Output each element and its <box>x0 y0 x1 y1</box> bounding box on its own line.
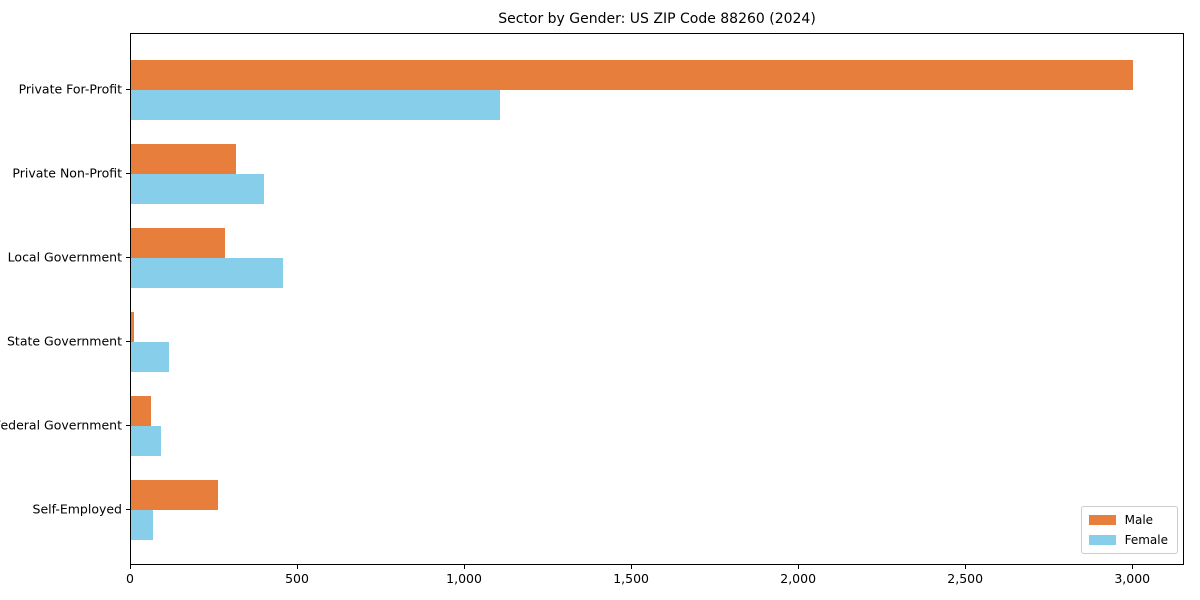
bar-male-self-employed <box>131 480 218 510</box>
x-tick-mark <box>798 565 800 569</box>
legend-label-female: Female <box>1124 533 1168 547</box>
bar-female-private-for-profit <box>131 90 501 120</box>
x-tick-mark <box>297 565 299 569</box>
y-tick-mark <box>126 341 130 342</box>
x-tick-mark <box>631 565 633 569</box>
y-tick-mark <box>126 257 130 258</box>
legend-item-female: Female <box>1088 533 1168 547</box>
y-tick-mark <box>126 509 130 510</box>
bar-female-local-government <box>131 258 283 288</box>
x-tick-label-3000: 3,000 <box>1114 571 1151 586</box>
y-tick-label-private-for-profit: Private For-Profit <box>18 81 122 97</box>
y-tick-label-private-non-profit: Private Non-Profit <box>12 165 122 181</box>
bar-female-state-government <box>131 342 170 372</box>
y-tick-mark <box>126 173 130 174</box>
y-tick-label-state-government: State Government <box>6 333 122 349</box>
x-tick-label-2000: 2,000 <box>780 571 817 586</box>
bar-male-private-for-profit <box>131 60 1133 90</box>
legend-swatch-female <box>1088 535 1116 545</box>
y-tick-mark <box>126 425 130 426</box>
y-tick-label-self-employed: Self-Employed <box>32 501 122 517</box>
bar-male-local-government <box>131 228 226 258</box>
y-tick-mark <box>126 89 130 90</box>
bar-male-state-government <box>131 312 134 342</box>
x-tick-label-500: 500 <box>285 571 309 586</box>
legend-swatch-male <box>1088 515 1116 525</box>
x-tick-label-1500: 1,500 <box>613 571 650 586</box>
x-tick-label-0: 0 <box>126 571 134 586</box>
bar-female-self-employed <box>131 510 154 540</box>
chart-title: Sector by Gender: US ZIP Code 88260 (202… <box>498 11 816 27</box>
legend-label-male: Male <box>1124 513 1154 527</box>
bar-female-federal-government <box>131 426 162 456</box>
y-tick-label-local-government: Local Government <box>7 249 122 265</box>
plot-area: Male Female <box>130 33 1184 565</box>
bar-male-private-non-profit <box>131 144 237 174</box>
legend-item-male: Male <box>1088 513 1168 527</box>
x-tick-label-2500: 2,500 <box>947 571 984 586</box>
bar-male-federal-government <box>131 396 152 426</box>
x-tick-mark <box>965 565 967 569</box>
x-tick-label-1000: 1,000 <box>446 571 482 586</box>
x-tick-mark <box>130 565 131 569</box>
legend: Male Female <box>1080 506 1178 554</box>
x-tick-mark <box>464 565 466 569</box>
bar-female-private-non-profit <box>131 174 265 204</box>
y-tick-label-federal-government: Federal Government <box>0 417 122 433</box>
x-tick-mark <box>1132 565 1134 569</box>
